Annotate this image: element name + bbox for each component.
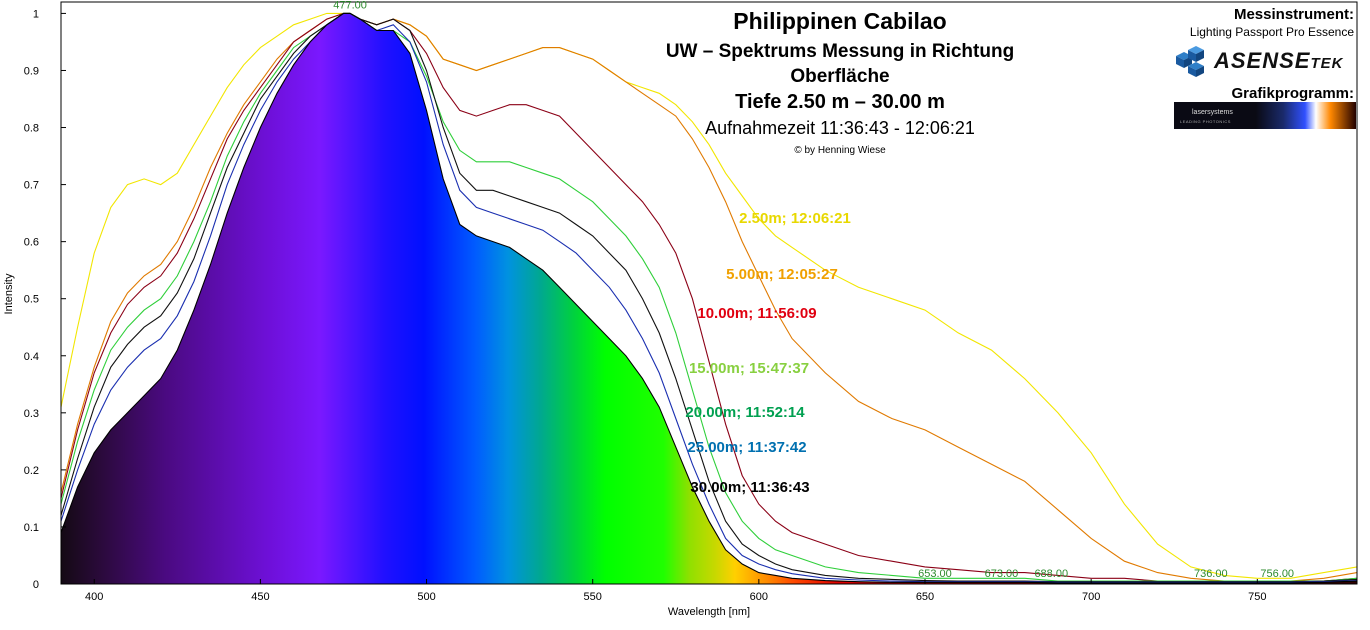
depth-range: Tiefe 2.50 m – 30.00 m	[735, 91, 945, 113]
annotation-label: 736.00	[1194, 568, 1228, 580]
x-tick-label: 550	[584, 591, 602, 603]
x-axis-label: Wavelength [nm]	[668, 606, 750, 618]
lasersystems-wordmark: lasersystems	[1192, 109, 1233, 116]
asense-wordmark: ASENSETEK	[1214, 48, 1344, 73]
x-tick-label: 450	[251, 591, 269, 603]
series-line-5	[60, 12, 1358, 583]
series-line-2	[60, 12, 1358, 582]
annotation-label: 477.00	[333, 0, 367, 11]
axes-layer: 0 0.1 0.2 0.3 0.4 0.5 0.6 0.7 0.8 0.9 1 400 450 500 55…	[24, 1, 1358, 603]
instrument-heading: Messinstrument:	[1233, 6, 1354, 23]
y-tick-label: 1	[33, 8, 39, 20]
series-line-6	[60, 12, 1358, 584]
y-axis-label: Intensity	[3, 273, 15, 314]
series-label: 25.00m; 11:37:42	[687, 439, 806, 456]
series-line-1	[60, 12, 1358, 582]
x-tick-label: 500	[417, 591, 435, 603]
x-tick-label: 600	[750, 591, 768, 603]
spectrum-fill-area	[61, 13, 1357, 584]
y-tick-label: 0.4	[24, 351, 39, 363]
x-tick-label: 700	[1082, 591, 1100, 603]
x-tick-label: 650	[916, 591, 934, 603]
x-tick-label: 750	[1248, 591, 1266, 603]
lasersystems-logo: lasersystems LEADING PHOTONICS	[1174, 102, 1356, 129]
asensetek-logo: ASENSETEK	[1172, 42, 1354, 78]
y-tick-label: 0.6	[24, 237, 39, 249]
spectrum-fill-layer	[61, 13, 1357, 584]
title-block: Philippinen Cabilao UW – Spektrums Messu…	[600, 8, 1080, 156]
y-tick-label: 0.3	[24, 408, 39, 420]
series-label: 15.00m; 15:47:37	[689, 360, 809, 377]
credit-text: © by Henning Wiese	[794, 145, 886, 156]
series-label: 20.00m; 11:52:14	[685, 404, 805, 421]
annotation-label: 756.00	[1260, 568, 1294, 580]
y-tick-label: 0.7	[24, 180, 39, 192]
program-heading: Grafikprogramm:	[1231, 85, 1354, 102]
series-labels-layer: 2.50m; 12:06:21 5.00m; 12:05:27 10.00m; 11…	[685, 210, 851, 496]
y-tick-label: 0.9	[24, 65, 39, 77]
annotation-label: 673.00	[985, 568, 1019, 580]
chart-subtitle: UW – Spektrums Messung in Richtung	[665, 41, 1015, 62]
recording-time: Aufnahmezeit 11:36:43 - 12:06:21	[705, 118, 975, 138]
instrument-name: Lighting Passport Pro Essence	[1189, 25, 1354, 39]
series-label: 10.00m; 11:56:09	[697, 305, 816, 322]
y-tick-label: 0.2	[24, 465, 39, 477]
cubes-icon	[1176, 46, 1204, 77]
x-tick-label: 400	[85, 591, 103, 603]
series-line-4	[60, 12, 1358, 583]
chart-subtitle-2: Oberfläche	[790, 66, 890, 87]
series-line-3	[60, 12, 1358, 582]
series-label: 2.50m; 12:06:21	[739, 210, 851, 227]
plot-frame	[60, 1, 1358, 585]
annotation-label: 653.00	[918, 568, 952, 580]
series-label: 5.00m; 12:05:27	[726, 266, 838, 283]
series-label: 30.00m; 11:36:43	[690, 479, 809, 496]
y-tick-label: 0.5	[24, 294, 39, 306]
chart-title: Philippinen Cabilao	[733, 8, 947, 34]
series-lines-layer	[60, 12, 1358, 584]
y-tick-label: 0	[33, 579, 39, 591]
instrument-info: Messinstrument: Lighting Passport Pro Es…	[1154, 6, 1354, 39]
y-tick-label: 0.8	[24, 123, 39, 135]
annotations-layer: 477.00 653.00 673.00 688.00 736.00 756.00	[333, 0, 1294, 580]
annotation-label: 688.00	[1034, 568, 1068, 580]
lasersystems-tagline: LEADING PHOTONICS	[1180, 119, 1231, 124]
y-tick-label: 0.1	[24, 522, 39, 534]
